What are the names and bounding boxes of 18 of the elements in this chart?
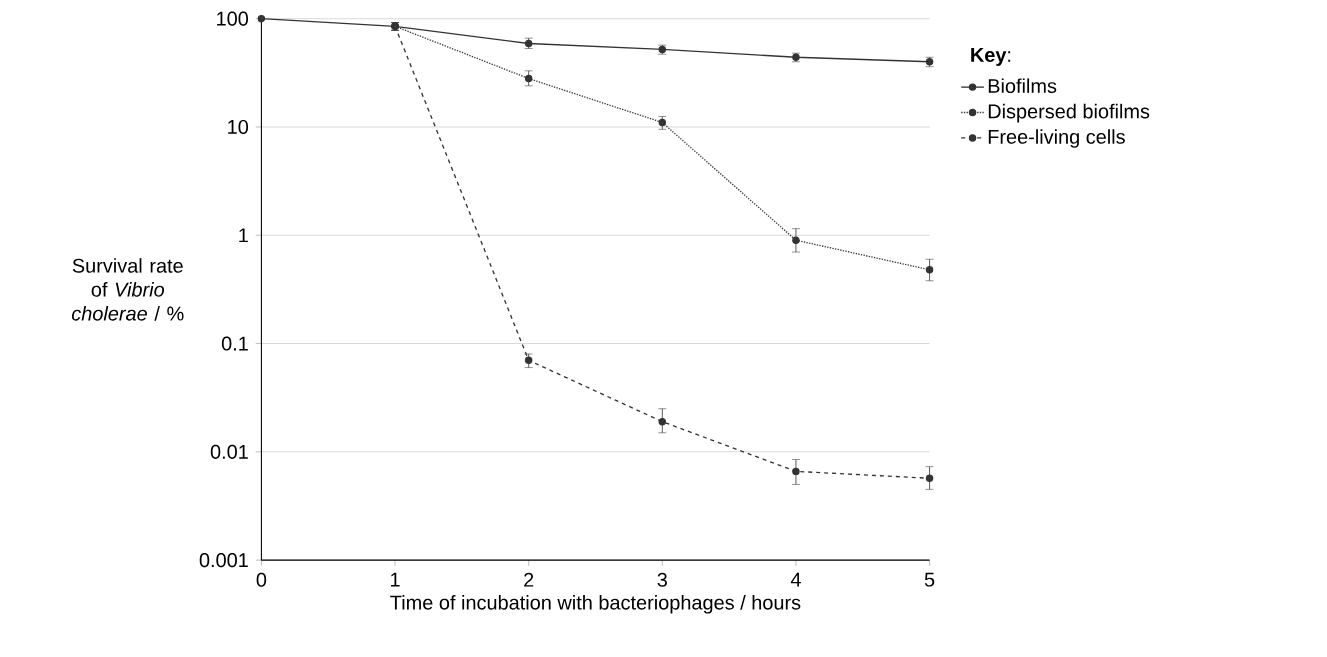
y-tick-label: 0.001 [199,552,248,567]
y-tick-label: 1 [239,228,248,242]
y-tick-label: 100 [217,11,249,26]
x-tick-label: 0 [256,572,267,587]
y-tick-label: 0.01 [210,444,248,459]
legend-title: Key: [971,47,1011,66]
legend-label: Free-living cells [988,128,1125,148]
y-tick-label: 0.1 [221,336,248,351]
x-tick-label: 1 [391,572,400,587]
y-axis-title: Survival rate of Vibrio cholerae / % [71,257,184,321]
x-tick-label: 4 [790,572,801,587]
x-axis-title: Time of incubation with bacteriophages / hours [390,594,801,614]
legend-label: Dispersed biofilms [988,103,1150,123]
y-tick-label: 10 [228,119,249,134]
x-tick-label: 2 [524,572,534,587]
x-tick-label: 5 [924,572,935,587]
legend-label: Biofilms [988,78,1057,93]
x-tick-label: 3 [657,572,667,587]
